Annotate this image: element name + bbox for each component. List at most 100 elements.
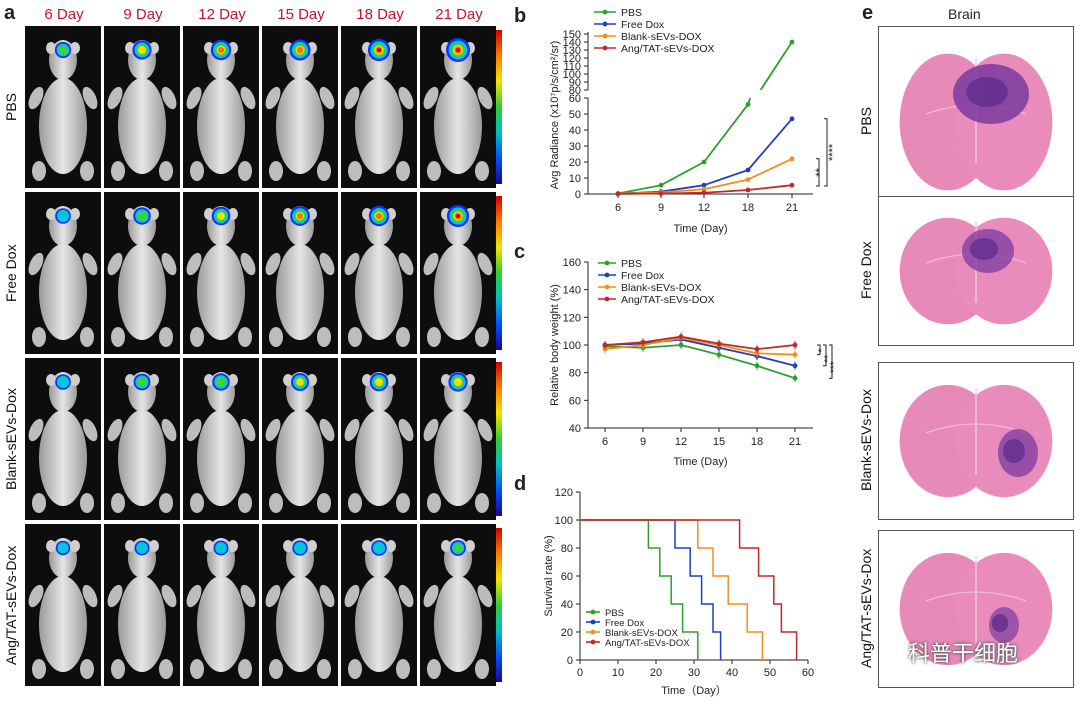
x-axis-label: Time (Day) <box>674 223 728 235</box>
x-tick-label: 9 <box>640 436 646 448</box>
y-tick-label: 160 <box>563 257 581 269</box>
he-group-label: Blank-sEVs-Dox <box>858 362 880 518</box>
series-line <box>704 170 748 185</box>
x-tick-label: 18 <box>751 436 763 448</box>
brain-section-image <box>878 196 1074 346</box>
mouse-image <box>183 192 259 354</box>
x-tick-label: 6 <box>602 436 608 448</box>
brain-title: Brain <box>948 6 981 22</box>
y-tick-label: 120 <box>563 312 581 324</box>
series-line <box>704 190 748 193</box>
y-tick-label: 80 <box>561 543 573 555</box>
sig-stars: * <box>817 348 828 352</box>
mouse-image <box>25 26 101 188</box>
y-tick-label: 40 <box>561 599 573 611</box>
x-tick-label: 40 <box>726 667 738 679</box>
data-point <box>702 160 707 165</box>
data-point <box>659 191 664 196</box>
legend-marker <box>605 261 610 266</box>
x-tick-label: 10 <box>612 667 624 679</box>
legend-entry: Free Dox <box>621 19 665 31</box>
y-tick-label: 120 <box>555 487 573 499</box>
data-point <box>717 341 722 346</box>
y-tick-label: 60 <box>561 571 573 583</box>
series-line <box>605 345 795 378</box>
legend-entry: Ang/TAT-sEVs-DOX <box>605 638 690 649</box>
mouse-image <box>420 192 496 354</box>
mouse-image <box>25 358 101 520</box>
panel-letter-e: e <box>862 2 873 25</box>
legend-entry: Blank-sEVs-DOX <box>621 31 702 43</box>
panel-letter-a: a <box>4 2 15 25</box>
panel-letter-c: c <box>514 241 525 263</box>
y-tick-label: 140 <box>563 285 581 297</box>
mouse-image <box>25 192 101 354</box>
series-line <box>748 185 792 190</box>
legend-entry: PBS <box>621 258 642 270</box>
x-tick-label: 0 <box>577 667 583 679</box>
series-line <box>661 162 704 185</box>
y-tick-label: 10 <box>569 173 581 185</box>
mouse-image <box>262 358 338 520</box>
he-group-label: Ang/TAT-sEVs-Dox <box>858 530 880 686</box>
x-tick-label: 12 <box>675 436 687 448</box>
x-tick-label: 21 <box>786 202 798 214</box>
y-tick-label: 100 <box>555 515 573 527</box>
data-point <box>746 102 751 107</box>
data-point <box>793 363 798 368</box>
x-tick-label: 18 <box>742 202 754 214</box>
group-label: Ang/TAT-sEVs-Dox <box>3 524 25 686</box>
y-tick-label: 100 <box>563 340 581 352</box>
legend-marker <box>603 10 608 15</box>
mouse-image <box>420 26 496 188</box>
sig-stars: **** <box>827 143 839 161</box>
x-tick-label: 50 <box>764 667 776 679</box>
panel-letter-d: d <box>514 473 526 495</box>
x-tick-label: 15 <box>713 436 725 448</box>
series-line <box>704 104 748 162</box>
brain-section-image <box>878 26 1074 218</box>
x-axis-label: Time（Day） <box>661 684 727 697</box>
legend-marker <box>591 630 596 635</box>
data-point <box>641 340 646 345</box>
mouse-image <box>420 358 496 520</box>
y-tick-label: 20 <box>561 627 573 639</box>
data-point <box>746 188 751 193</box>
y-axis-label: Relative body weight (%) <box>549 284 561 406</box>
he-group-label: Free Dox <box>858 196 880 344</box>
legend-entry: Blank-sEVs-DOX <box>621 282 702 294</box>
data-point <box>755 363 760 368</box>
data-point <box>746 168 751 173</box>
legend-entry: Free Dox <box>621 270 665 282</box>
y-tick-label: 40 <box>569 125 581 137</box>
x-tick-label: 30 <box>688 667 700 679</box>
mouse-image <box>183 524 259 686</box>
day-label: 15 Day <box>262 6 340 23</box>
color-scale-bar <box>496 30 502 184</box>
data-point <box>793 352 798 357</box>
mouse-image <box>104 358 180 520</box>
mouse-image <box>341 524 417 686</box>
series-line <box>704 180 748 190</box>
x-tick-label: 9 <box>658 202 664 214</box>
data-point <box>790 40 795 45</box>
legend-marker <box>603 34 608 39</box>
data-point <box>746 177 751 182</box>
y-tick-label: 80 <box>569 368 581 380</box>
legend-entry: Ang/TAT-sEVs-DOX <box>621 294 715 306</box>
watermark: 科普干细胞 <box>908 636 1018 668</box>
series-line <box>661 193 704 194</box>
series-line <box>761 42 792 90</box>
legend-marker <box>591 610 596 615</box>
he-group-label: PBS <box>858 26 880 216</box>
brain-section-image <box>878 362 1074 520</box>
mouse-image <box>341 358 417 520</box>
mouse-image <box>183 358 259 520</box>
legend-entry: Ang/TAT-sEVs-DOX <box>621 43 715 55</box>
y-tick-label: 60 <box>569 395 581 407</box>
data-point <box>603 343 608 348</box>
day-label: 9 Day <box>104 6 182 23</box>
